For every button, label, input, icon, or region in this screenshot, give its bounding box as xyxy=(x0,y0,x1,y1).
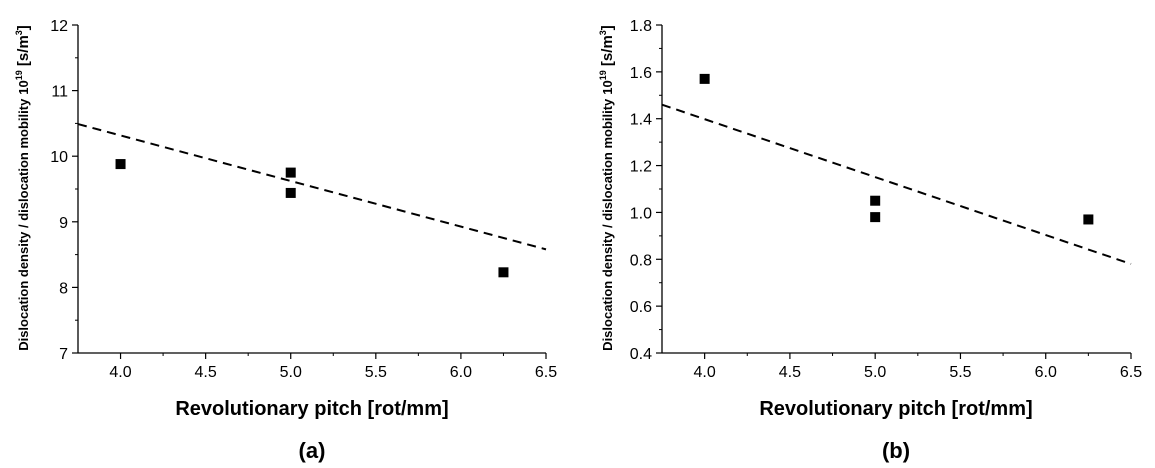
y-axis-label-part: 10 xyxy=(600,80,615,94)
y-tick-label: 8 xyxy=(59,280,68,297)
y-axis-label-part: 3 xyxy=(14,30,24,35)
y-tick-label: 1.0 xyxy=(630,205,652,222)
y-axis-label-part: [s/m xyxy=(15,35,32,70)
data-point xyxy=(498,267,509,278)
data-point xyxy=(699,73,710,84)
x-tick-label: 4.5 xyxy=(195,364,217,381)
panel-label: (b) xyxy=(882,438,910,463)
y-axis-label-part: 19 xyxy=(14,70,24,80)
x-tick-label: 5.0 xyxy=(280,364,302,381)
y-tick-label: 1.4 xyxy=(630,112,652,129)
y-axis-label-part: 10 xyxy=(16,80,31,94)
y-tick-label: 0.6 xyxy=(630,299,652,316)
y-tick-label: 11 xyxy=(51,84,68,101)
y-tick-label: 1.2 xyxy=(630,159,652,176)
x-tick-label: 6.5 xyxy=(535,364,557,381)
y-tick-label: 0.4 xyxy=(630,346,652,363)
chart-panel-b: 4.0 4.5 5.0 5.5 6.0 6.5 0.4 0.6 0.8 1.0 1.2 1.4 1.6 1… xyxy=(598,18,1142,463)
y-tick-label: 7 xyxy=(59,346,68,363)
y-tick-label: 0.8 xyxy=(630,252,652,269)
data-point xyxy=(870,195,881,206)
y-axis-label-part: ] xyxy=(599,25,616,30)
y-tick-label: 10 xyxy=(50,149,68,166)
data-point xyxy=(285,167,296,178)
x-tick-label: 4.0 xyxy=(694,364,716,381)
x-tick-label: 6.5 xyxy=(1120,364,1142,381)
x-tick-label: 4.5 xyxy=(779,364,801,381)
y-axis-label: Dislocation density / dislocation mobili… xyxy=(598,25,616,351)
y-axis-label-part: Dislocation density / dislocation mobili… xyxy=(16,98,31,351)
y-tick-label: 1.6 xyxy=(630,65,652,82)
y-axis-label: Dislocation density / dislocation mobili… xyxy=(14,25,32,351)
data-point xyxy=(115,159,126,170)
y-axis-label-part: 19 xyxy=(598,70,608,80)
x-tick-label: 4.0 xyxy=(109,364,131,381)
y-axis-label-part: ] xyxy=(15,25,32,30)
x-axis-label: Revolutionary pitch [rot/mm] xyxy=(175,398,448,420)
trendline xyxy=(77,123,547,251)
data-point xyxy=(285,187,296,198)
y-tick-label: 9 xyxy=(59,215,68,232)
x-tick-label: 6.0 xyxy=(1035,364,1057,381)
y-tick-label: 12 xyxy=(50,18,68,35)
x-tick-label: 5.5 xyxy=(365,364,387,381)
data-point xyxy=(1083,214,1094,225)
y-axis-label-part: Dislocation density / dislocation mobili… xyxy=(600,98,615,351)
y-axis-label-part: [s/m xyxy=(599,35,616,70)
panel-label: (a) xyxy=(299,438,326,463)
chart-panel-a: 4.0 4.5 5.0 5.5 6.0 6.5 7 8 9 10 11 12 Revolutionary… xyxy=(14,18,557,463)
x-tick-label: 5.5 xyxy=(949,364,971,381)
x-axis-label: Revolutionary pitch [rot/mm] xyxy=(759,398,1032,420)
trendline xyxy=(661,103,1132,265)
data-point xyxy=(870,212,881,223)
x-tick-label: 5.0 xyxy=(864,364,886,381)
x-tick-label: 6.0 xyxy=(450,364,472,381)
y-tick-label: 1.8 xyxy=(630,18,652,35)
y-axis-label-part: 3 xyxy=(598,30,608,35)
